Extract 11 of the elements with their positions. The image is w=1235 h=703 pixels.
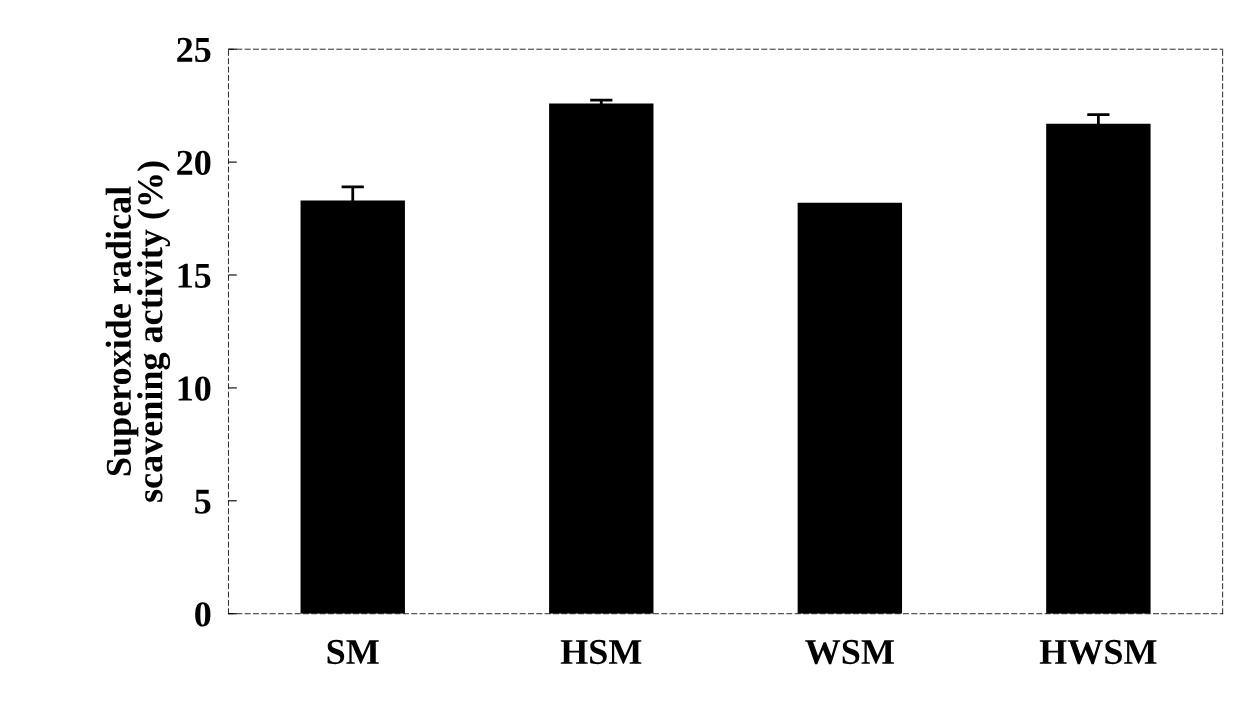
y-tick-label: 0 — [195, 602, 211, 627]
x-tick-label: HWSM — [1039, 639, 1157, 665]
y-tick-label: 15 — [178, 263, 211, 288]
y-tick-label: 20 — [177, 150, 211, 175]
y-tick-label: 25 — [177, 37, 211, 63]
x-tick-label: WSM — [805, 639, 894, 665]
x-tick-label: SM — [327, 639, 379, 665]
x-tick-label: HSM — [560, 639, 642, 665]
y-tick-label: 5 — [195, 489, 211, 514]
y-axis-title: Superoxide radical scavening activity (%) — [105, 161, 171, 502]
y-tick-label: 10 — [178, 376, 211, 401]
